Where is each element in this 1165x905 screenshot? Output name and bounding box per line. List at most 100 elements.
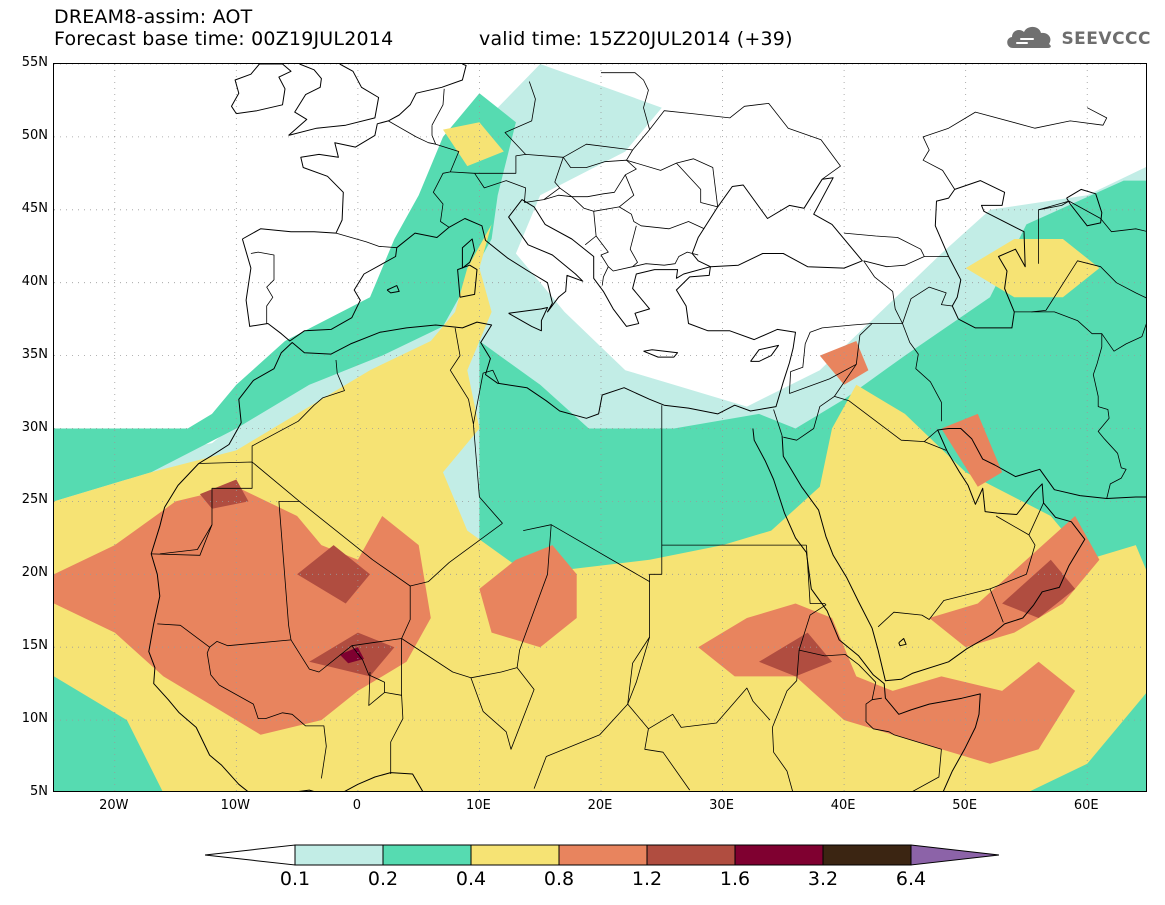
colorbar-swatch-5 [734,844,824,866]
lon-tick-label-0: 20W [99,798,129,813]
coastline-5 [1066,188,1103,227]
lat-tick-label-2: 45N [21,200,48,216]
coastline-13 [508,307,548,332]
aot-contour-7 [54,486,431,735]
country-border-15 [473,424,503,524]
title-block: DREAM8-assim: AOT Forecast base time: 00… [54,6,793,50]
coastline-7 [242,228,337,240]
country-border-36 [1101,323,1146,352]
lon-tick-label-6: 40E [830,798,856,813]
country-border-41 [450,171,527,203]
colorbar-label-1: 0.2 [367,868,399,890]
coastline-15 [750,344,779,362]
lat-tick-label-8: 15N [21,638,48,654]
lon-tick-label-8: 60E [1073,798,1099,813]
country-border-35 [1038,200,1070,264]
colorbar-label-5: 1.6 [719,868,751,890]
aot-contour-17 [759,632,832,677]
colorbar-arrow-high [910,844,999,866]
country-border-4 [206,647,327,779]
country-border-10 [470,667,535,750]
country-border-8 [390,695,404,774]
logo-text: SEEVCCC [1061,29,1151,49]
lat-tick-label-3: 40N [21,273,48,289]
country-border-52 [593,206,620,212]
country-border-60 [922,107,1108,190]
coastline-10 [231,64,292,115]
country-border-3 [159,524,213,555]
coastline-17 [898,638,907,647]
lon-tick-label-4: 20E [587,798,613,813]
country-border-45 [431,125,437,145]
country-border-12 [649,544,807,582]
coastline-3 [691,177,863,269]
country-border-48 [626,159,718,208]
lat-tick-label-5: 30N [21,419,48,435]
colorbar-swatch-4 [646,844,736,866]
aot-contour-18 [339,647,364,664]
aot-contour-5 [965,239,1100,298]
country-border-57 [844,232,925,268]
coastline-1 [752,428,981,791]
country-border-39 [335,232,397,249]
aot-contour-6 [443,122,504,167]
colorbar-label-6: 3.2 [807,868,839,890]
country-border-53 [595,225,638,272]
country-border-55 [632,251,699,268]
colorbar-arrow-low [205,844,296,866]
country-border-44 [504,81,536,155]
coastline-16 [386,285,400,294]
country-border-50 [618,174,705,230]
colorbar-label-0: 0.1 [279,868,311,890]
colorbar-label-3: 0.8 [543,868,575,890]
country-border-31 [989,515,1036,590]
country-border-51 [543,194,597,246]
country-border-32 [1028,502,1044,536]
country-border-59 [676,158,719,207]
lon-tick-label-2: 0 [352,798,362,813]
lat-tick-label-0: 55N [21,55,48,70]
country-border-43 [563,72,650,158]
country-border-49 [626,149,633,161]
colorbar [205,844,999,866]
country-border-9 [401,524,552,679]
country-border-46 [431,88,445,126]
coastline-6 [300,64,467,234]
country-border-11 [533,524,650,789]
lon-tick-label-5: 30E [709,798,734,813]
map-canvas [54,64,1146,791]
lat-tick-label-7: 20N [21,565,48,581]
country-border-37 [1031,260,1146,313]
aot-contour-11 [819,341,869,385]
country-border-34 [1014,311,1127,499]
country-border-27 [648,687,771,730]
country-border-33 [902,286,953,324]
seevccc-logo: SEEVCCC [1003,22,1151,56]
lat-tick-label-1: 50N [21,127,48,143]
country-border-2 [157,500,300,648]
lat-tick-label-9: 10N [21,711,48,727]
country-border-47 [559,157,637,198]
country-border-21 [783,364,857,441]
lat-tick-label-6: 25N [21,492,48,508]
coastline-8 [288,64,380,136]
country-border-29 [865,699,942,791]
colorbar-label-2: 0.4 [455,868,487,890]
country-border-25 [772,545,827,791]
colorbar-label-4: 1.2 [631,868,663,890]
lon-tick-label-3: 10E [466,798,491,813]
country-border-18 [773,409,783,436]
country-border-22 [834,396,938,443]
aot-contour-12 [941,413,1003,487]
map-frame [53,63,1147,792]
lon-tick-label-1: 10W [220,798,251,813]
country-border-24 [924,441,947,451]
lon-tick-label-7: 50E [952,798,978,813]
country-border-61 [1038,200,1146,233]
lat-tick-label-4: 35N [21,346,48,362]
coastline-9 [288,64,322,136]
colorbar-swatch-2 [470,844,560,866]
coastline-14 [643,349,679,358]
colorbar-swatch-1 [382,844,472,866]
colorbar-swatch-6 [822,844,912,866]
